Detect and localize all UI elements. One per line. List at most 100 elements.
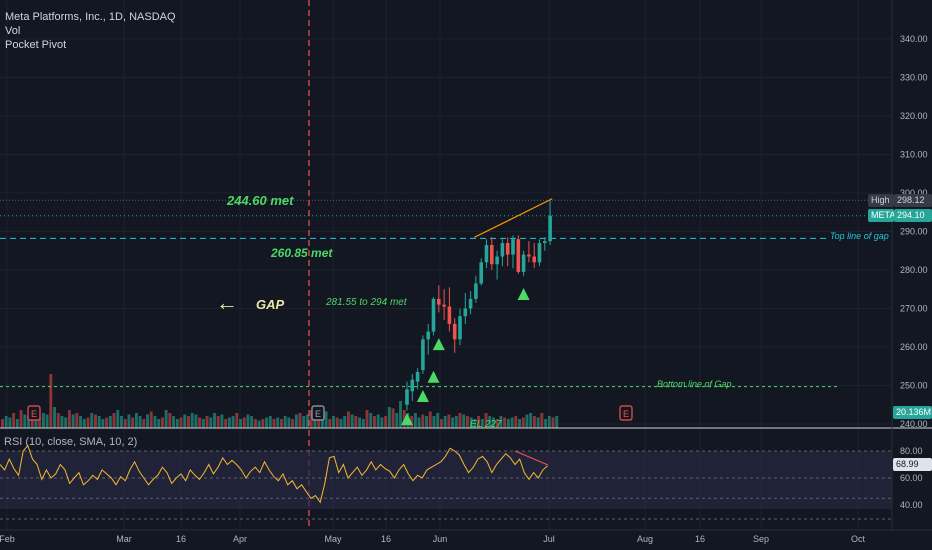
volume-bar bbox=[425, 416, 428, 428]
volume-bar bbox=[551, 417, 555, 428]
candle-body bbox=[490, 244, 494, 265]
volume-bar bbox=[391, 408, 395, 428]
high-tag-value: 298.12 bbox=[894, 194, 932, 207]
candle-body bbox=[484, 244, 489, 263]
last-price-tag: 294.10 bbox=[894, 209, 932, 222]
indicator-label[interactable]: Pocket Pivot bbox=[5, 39, 67, 51]
volume-bar bbox=[15, 419, 19, 428]
volume-bar bbox=[477, 416, 481, 428]
symbol-title[interactable]: Meta Platforms, Inc., 1D, NASDAQ bbox=[5, 11, 176, 23]
volume-label[interactable]: Vol bbox=[5, 25, 21, 37]
volume-bar bbox=[324, 411, 328, 428]
volume-bar bbox=[473, 419, 477, 428]
volume-bar bbox=[365, 410, 369, 428]
volume-bar bbox=[134, 413, 138, 428]
price-tick-label: 280.00 bbox=[900, 265, 928, 275]
volume-bar bbox=[198, 417, 202, 428]
volume-bar bbox=[462, 414, 466, 428]
annotation-244: 244.60 met bbox=[227, 193, 294, 208]
volume-bar bbox=[417, 417, 421, 428]
volume-bar bbox=[79, 416, 83, 428]
volume-bar bbox=[529, 413, 533, 428]
candle-body bbox=[468, 298, 473, 309]
volume-bar bbox=[8, 417, 12, 428]
pocket-pivot-marker bbox=[427, 370, 440, 383]
volume-bar bbox=[376, 414, 380, 428]
annotation-260: 260.85 met bbox=[271, 246, 333, 260]
rsi-band bbox=[0, 451, 892, 509]
time-tick-label: 16 bbox=[176, 534, 186, 544]
volume-bar bbox=[510, 417, 514, 428]
candle-body bbox=[452, 323, 457, 340]
volume-bar bbox=[309, 410, 313, 428]
volume-bar bbox=[160, 417, 164, 428]
volume-bar bbox=[86, 417, 90, 428]
volume-bar bbox=[413, 413, 417, 428]
volume-bar bbox=[227, 417, 231, 428]
price-tick-label: 260.00 bbox=[900, 342, 928, 352]
volume-bar bbox=[488, 416, 492, 428]
trendline bbox=[474, 198, 553, 238]
volume-bar bbox=[149, 411, 153, 428]
volume-bar bbox=[518, 419, 521, 428]
rsi-pane bbox=[0, 444, 892, 520]
volume-bar bbox=[131, 417, 135, 428]
volume-bar bbox=[436, 413, 440, 428]
price-tick-label: 300.00 bbox=[900, 188, 928, 198]
candle-body bbox=[442, 304, 446, 307]
volume-bar bbox=[544, 419, 548, 428]
volume-bar bbox=[250, 416, 254, 428]
volume-bar bbox=[306, 414, 309, 428]
annotation-281: 281.55 to 294 met bbox=[326, 297, 407, 308]
pocket-pivot-marker bbox=[401, 413, 413, 426]
volume-bar bbox=[346, 411, 350, 428]
volume-bar bbox=[213, 413, 216, 428]
volume-bar bbox=[116, 410, 120, 428]
rsi-trendline bbox=[514, 450, 549, 466]
candle-body bbox=[421, 339, 425, 371]
volume-bar bbox=[451, 417, 455, 428]
volume-bar bbox=[555, 416, 559, 428]
volume-bar bbox=[82, 419, 86, 428]
rsi-legend[interactable]: RSI (10, close, SMA, 10, 2) bbox=[4, 436, 138, 448]
candle-body bbox=[431, 298, 436, 332]
volume-bar bbox=[454, 416, 458, 428]
volume-bar bbox=[242, 417, 246, 428]
volume-bar bbox=[317, 414, 321, 428]
volume-bar bbox=[246, 414, 250, 428]
candle-body bbox=[463, 308, 468, 317]
volume-bar bbox=[265, 417, 269, 428]
price-tick-label: 310.00 bbox=[900, 150, 928, 160]
volume-bar bbox=[27, 416, 30, 428]
volume-bar bbox=[276, 417, 280, 428]
volume-bar bbox=[231, 416, 235, 428]
volume-bar bbox=[23, 414, 27, 428]
candle-body bbox=[505, 243, 510, 255]
volume-bar bbox=[220, 414, 224, 428]
rsi-tick-label: 40.00 bbox=[900, 500, 923, 510]
volume-bar bbox=[45, 414, 49, 428]
volume-value-tag: 20.136M bbox=[893, 406, 932, 419]
volume-bar bbox=[120, 416, 123, 428]
volume-bar bbox=[172, 416, 176, 428]
earnings-icon-label: E bbox=[623, 409, 629, 419]
price-tick-label: 330.00 bbox=[900, 73, 928, 83]
earnings-icon-label: E bbox=[31, 409, 37, 419]
volume-bar bbox=[410, 416, 414, 428]
volume-bar bbox=[339, 419, 343, 428]
volume-bar bbox=[503, 417, 507, 428]
volume-bar bbox=[358, 417, 362, 428]
volume-bar bbox=[283, 416, 287, 428]
volume-bar bbox=[67, 410, 71, 428]
candle-body bbox=[537, 243, 542, 263]
volume-bar bbox=[105, 417, 109, 428]
volume-bar bbox=[428, 411, 432, 428]
volume-bar bbox=[90, 413, 94, 428]
volume-bar bbox=[294, 414, 298, 428]
rsi-value-tag: 68.99 bbox=[893, 458, 932, 471]
candle-body bbox=[474, 283, 478, 299]
price-tick-label: 290.00 bbox=[900, 227, 928, 237]
volume-bar bbox=[56, 413, 60, 428]
